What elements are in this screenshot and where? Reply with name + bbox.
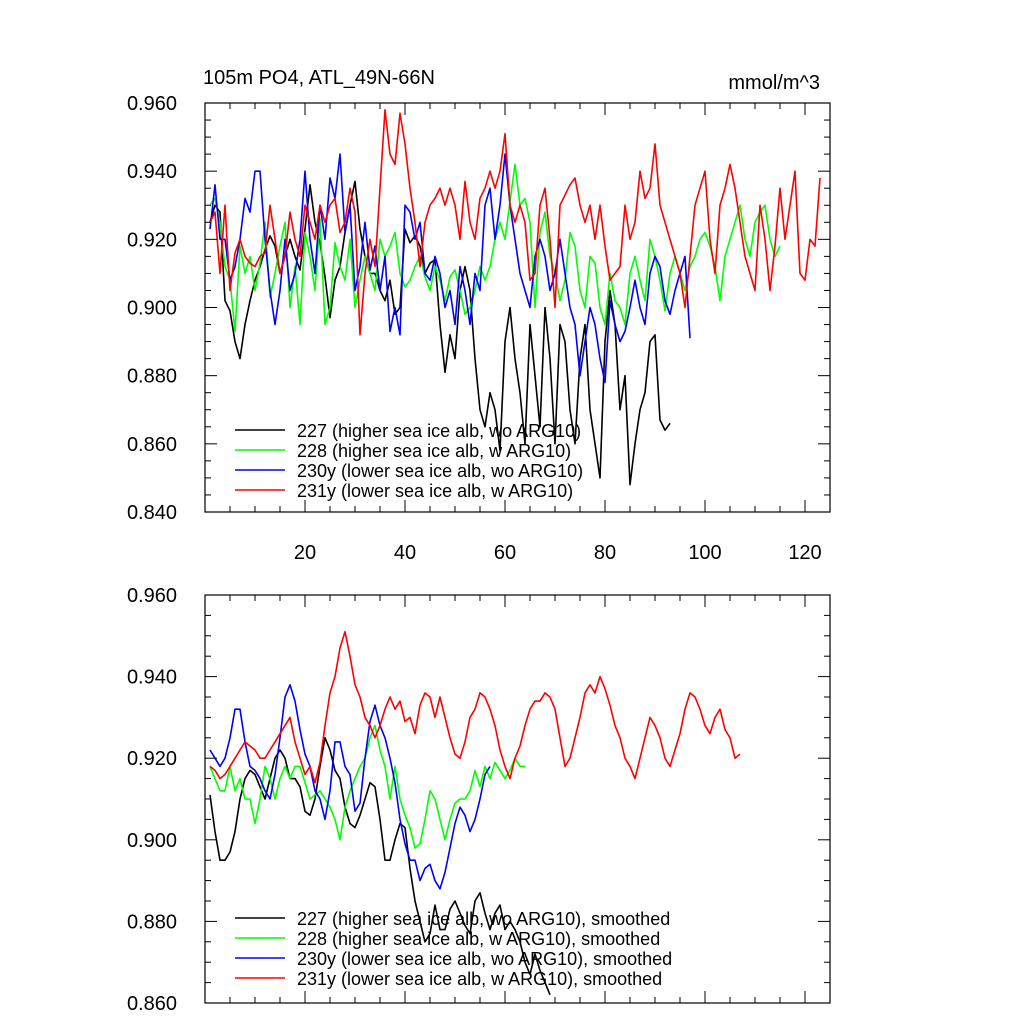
- y-tick-label: 0.860: [127, 993, 177, 1015]
- legend-label: 230y (lower sea ice alb, wo ARG10): [297, 461, 583, 481]
- y-tick-label: 0.880: [127, 366, 177, 388]
- x-tick-label: 100: [688, 542, 721, 564]
- legend-label: 231y (lower sea ice alb, w ARG10): [297, 481, 573, 501]
- series-line-230y: [209, 683, 491, 890]
- legend-label: 228 (higher sea ice alb, w ARG10): [297, 441, 571, 461]
- y-tick-label: 0.920: [127, 229, 177, 251]
- series-line-231y: [209, 630, 741, 784]
- series-group: [209, 109, 821, 486]
- legend-label: 227 (higher sea ice alb, wo ARG10), smoo…: [297, 909, 670, 929]
- y-tick-label: 0.860: [127, 434, 177, 456]
- series-group: [209, 630, 741, 996]
- chart-title: 105m PO4, ATL_49N-66N: [203, 67, 435, 89]
- y-tick-label: 0.900: [127, 830, 177, 852]
- bottom-panel: 0.860 0.880 0.900 0.920 0.940 0.960 227 (highe…: [127, 585, 831, 1015]
- y-tick-label: 0.920: [127, 748, 177, 770]
- legend-label: 230y (lower sea ice alb, wo ARG10), smoo…: [297, 949, 672, 969]
- series-line-230y: [209, 153, 691, 384]
- x-tick-label: 60: [494, 542, 516, 564]
- top-panel: 0.840 0.860 0.880 0.900 0.920 0.940 0.960 20 40 6…: [127, 93, 831, 564]
- y-tick-label: 0.960: [127, 585, 177, 607]
- x-tick-label: 120: [788, 542, 821, 564]
- x-tick-label: 80: [594, 542, 616, 564]
- y-tick-label: 0.880: [127, 911, 177, 933]
- units-label: mmol/m^3: [728, 72, 820, 94]
- legend-label: 231y (lower sea ice alb, w ARG10), smoot…: [297, 969, 662, 989]
- y-tick-label: 0.840: [127, 502, 177, 524]
- y-tick-label: 0.960: [127, 93, 177, 115]
- x-tick-label: 20: [294, 542, 316, 564]
- x-tick-label: 40: [394, 542, 416, 564]
- y-tick-label: 0.900: [127, 298, 177, 320]
- legend-label: 228 (higher sea ice alb, w ARG10), smoot…: [297, 929, 660, 949]
- y-tick-label: 0.940: [127, 161, 177, 183]
- series-line-228: [209, 163, 781, 333]
- y-tick-label: 0.940: [127, 667, 177, 689]
- legend-label: 227 (higher sea ice alb, wo ARG10): [297, 421, 581, 441]
- series-line-231y: [209, 109, 821, 336]
